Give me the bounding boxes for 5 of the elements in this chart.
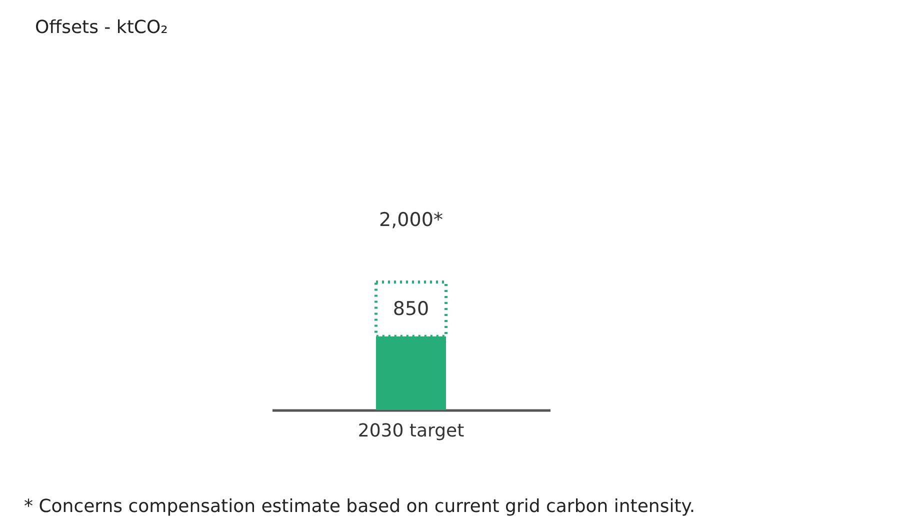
- x-tick-label: 2030 target: [358, 420, 464, 442]
- text: Offsets - ktCO₂: [35, 17, 168, 38]
- total-label: 2,000*: [379, 209, 443, 231]
- text: * Concerns compensation estimate based on current grid carbon intensity.: [24, 496, 696, 517]
- data-label: 850: [392, 298, 430, 320]
